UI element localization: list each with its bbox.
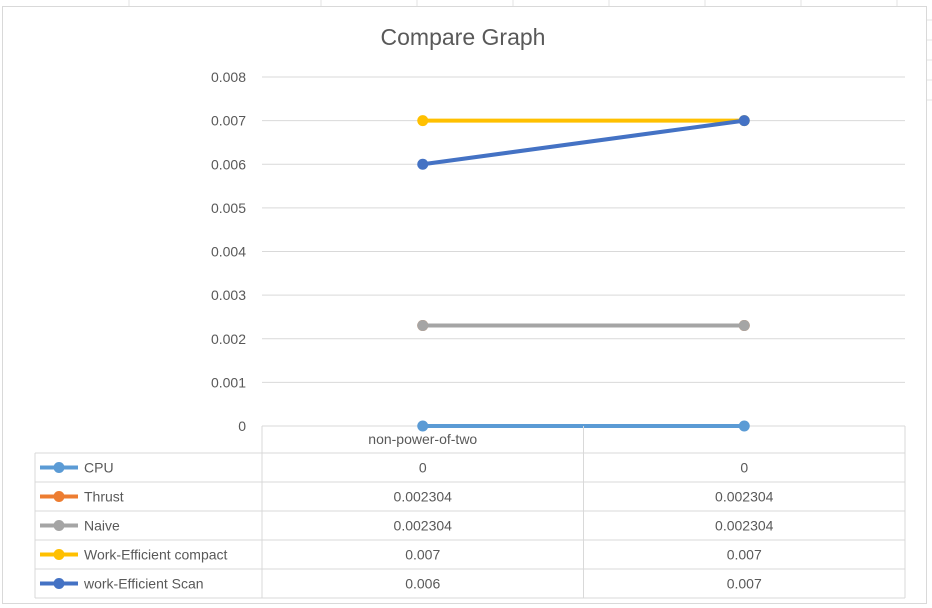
legend-key-marker	[53, 520, 65, 531]
chart-border	[2, 6, 927, 604]
table-value-cell: 0.002304	[394, 518, 453, 534]
data-point[interactable]	[417, 158, 429, 170]
data-point[interactable]	[738, 115, 750, 127]
legend-series-name: Work-Efficient compact	[84, 547, 228, 563]
data-point[interactable]	[738, 319, 750, 331]
y-tick-label: 0.004	[211, 244, 246, 260]
y-tick-label: 0.008	[211, 69, 246, 85]
y-tick-label: 0	[238, 418, 246, 434]
data-point[interactable]	[738, 420, 750, 432]
table-value-cell: 0	[419, 460, 427, 476]
y-tick-label: 0.005	[211, 200, 246, 216]
y-tick-label: 0.003	[211, 287, 246, 303]
legend-key-marker	[53, 462, 65, 473]
y-tick-label: 0.002	[211, 331, 246, 347]
y-tick-label: 0.007	[211, 113, 246, 129]
legend-key-marker	[53, 549, 65, 560]
table-value-cell: 0.002304	[715, 489, 774, 505]
table-value-cell: 0.007	[405, 547, 440, 563]
table-value-cell: 0.002304	[715, 518, 774, 534]
legend-series-name: Naive	[84, 518, 120, 534]
y-tick-label: 0.001	[211, 374, 246, 390]
legend-series-name: work-Efficient Scan	[83, 576, 204, 592]
table-value-cell: 0	[740, 460, 748, 476]
legend-key-marker	[53, 491, 65, 502]
table-value-cell: 0.007	[727, 547, 762, 563]
chart-title: Compare Graph	[381, 24, 546, 50]
series-line[interactable]	[420, 118, 747, 167]
y-tick-label: 0.006	[211, 156, 246, 172]
table-value-cell: 0.006	[405, 576, 440, 592]
data-point[interactable]	[417, 115, 429, 127]
table-value-cell: 0.002304	[394, 489, 453, 505]
x-category-label: non-power-of-two	[368, 431, 477, 447]
legend-series-name: Thrust	[84, 489, 124, 505]
data-point[interactable]	[417, 319, 429, 331]
table-value-cell: 0.007	[727, 576, 762, 592]
legend-series-name: CPU	[84, 460, 114, 476]
legend-key-marker	[53, 578, 65, 589]
data-point[interactable]	[417, 420, 429, 432]
